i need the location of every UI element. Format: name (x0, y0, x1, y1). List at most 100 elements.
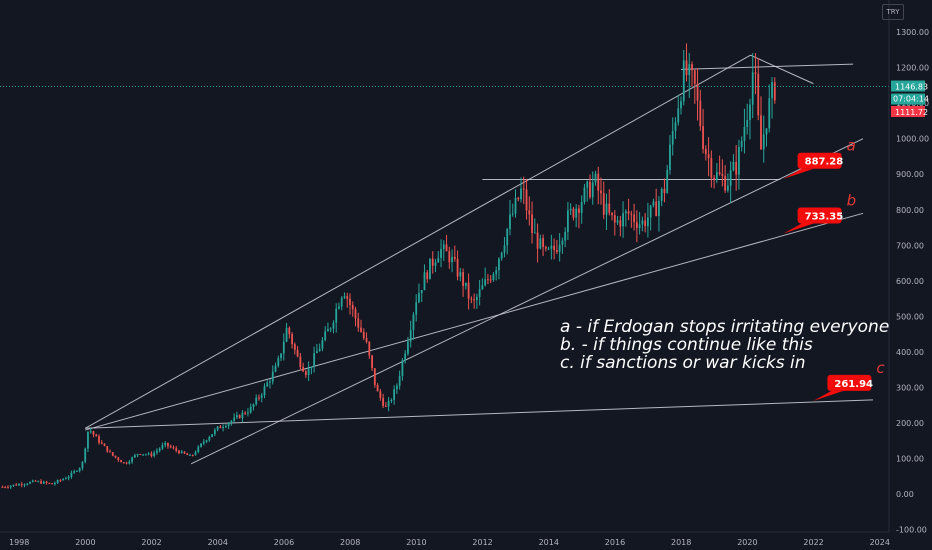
candle-body (271, 371, 274, 382)
candle-body (663, 188, 666, 193)
candle-body (597, 173, 600, 191)
candle-body (120, 460, 122, 463)
candle-body (762, 134, 765, 150)
candle-body (525, 189, 528, 211)
trendline[interactable] (680, 63, 854, 70)
y-tick-label: 700.00 (896, 241, 924, 250)
candle-body (561, 240, 564, 245)
candle-body (564, 232, 567, 241)
candle-body (346, 296, 349, 299)
y-tick-label: 600.00 (896, 277, 924, 286)
candle-body (713, 177, 715, 180)
y-tick-label: 1200.00 (896, 64, 929, 73)
scenario-value: 261.94 (834, 379, 873, 390)
currency-button[interactable]: TRY (882, 4, 904, 20)
candle-body (376, 384, 379, 392)
candle-body (343, 296, 346, 298)
candle-body (605, 203, 608, 215)
candle-body (619, 220, 622, 227)
candle-body (205, 440, 208, 442)
candle-body (594, 173, 597, 183)
trendline[interactable] (85, 212, 864, 431)
scenario-badge[interactable] (797, 207, 842, 224)
scenario-letter: b (847, 191, 857, 209)
candle-body (440, 248, 442, 258)
candle-body (395, 385, 398, 390)
candle-body (236, 415, 238, 418)
candle-body (467, 282, 470, 299)
candle-body (78, 468, 81, 471)
candle-body (34, 480, 37, 482)
x-tick-label: 2006 (274, 538, 294, 547)
candle-body (718, 172, 721, 175)
candle-body (202, 441, 205, 444)
candle-body (260, 395, 263, 398)
candle-body (677, 108, 680, 123)
candle-body (125, 462, 128, 464)
candle-body (200, 443, 202, 447)
candle-body (589, 181, 591, 198)
candle-body (768, 98, 771, 129)
candle-body (498, 258, 500, 271)
x-tick-label: 2024 (870, 538, 890, 547)
candle-body (64, 478, 67, 480)
candle-body (92, 431, 95, 435)
candle-body (418, 293, 420, 303)
note-b: b. - if things continue like this (560, 335, 813, 355)
scenario-letter: c (876, 359, 885, 377)
candle-body (307, 368, 310, 375)
trendline[interactable] (190, 138, 864, 465)
candle-body (680, 101, 682, 109)
candle-body (111, 452, 114, 456)
y-tick-label: 1300.00 (896, 28, 929, 37)
candle-body (743, 127, 746, 141)
candle-body (285, 327, 288, 342)
candle-body (624, 211, 627, 214)
scenario-badge[interactable] (827, 374, 872, 391)
x-tick-label: 2004 (208, 538, 228, 547)
trendline[interactable] (85, 399, 873, 429)
candle-body (122, 462, 125, 464)
candle-body (172, 447, 175, 449)
candle-body (434, 262, 437, 266)
candle-body (641, 220, 644, 225)
candle-body (509, 214, 511, 230)
trendline[interactable] (84, 54, 751, 429)
candle-body (746, 119, 749, 128)
candle-body (48, 482, 51, 484)
candle-body (4, 486, 7, 488)
candle-body (387, 401, 390, 407)
candle-body (638, 224, 641, 229)
candle-body (583, 187, 586, 203)
note-c: c. if sanctions or war kicks in (560, 353, 806, 373)
trendline[interactable] (750, 54, 814, 85)
candle-body (191, 454, 194, 456)
candle-body (26, 483, 29, 485)
candle-body (73, 471, 76, 473)
time-axis[interactable]: 1998 2000 2002 2004 2006 2008 2010 2012 2014 2016… (9, 538, 890, 547)
candle-body (514, 197, 517, 214)
candle-body (241, 412, 244, 419)
candle-body (602, 193, 605, 215)
candle-body (103, 443, 106, 447)
candle-body (153, 452, 156, 456)
candle-body (600, 190, 602, 194)
scenario-badge[interactable] (797, 152, 842, 169)
candle-body (503, 245, 506, 253)
candle-body (313, 353, 316, 367)
x-tick-label: 2018 (671, 538, 691, 547)
candle-body (183, 451, 186, 454)
candle-body (208, 437, 211, 441)
candle-body (161, 445, 164, 449)
candle-body (572, 208, 575, 218)
y-tick-label: 300.00 (896, 383, 924, 392)
candle-body (420, 290, 423, 294)
candle-body (189, 454, 191, 456)
candle-body (749, 104, 751, 120)
candle-body (59, 480, 62, 482)
candle-body (244, 412, 247, 414)
candle-body (382, 397, 384, 406)
candle-body (327, 329, 329, 332)
candle-body (771, 82, 773, 99)
